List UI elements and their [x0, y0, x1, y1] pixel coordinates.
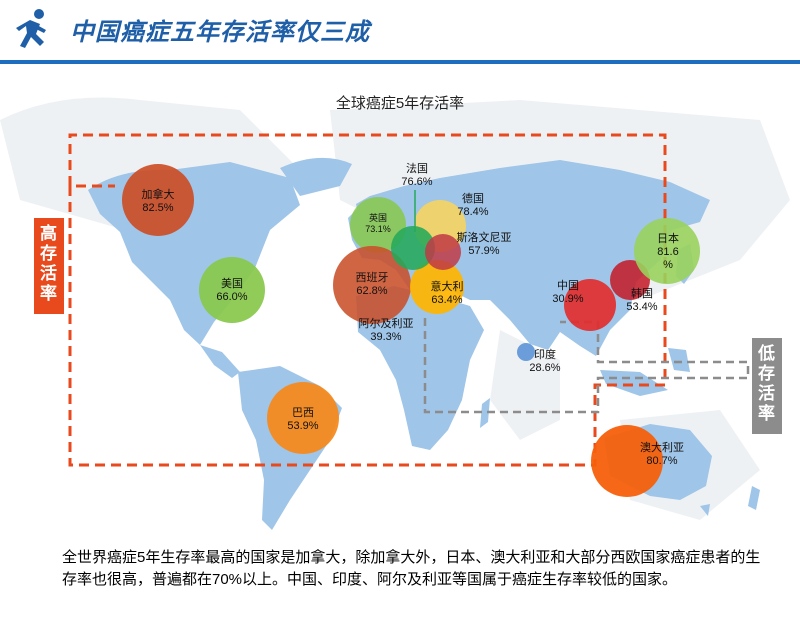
high-survival-label: 高存活率: [40, 224, 58, 303]
label-korea: 韩国 53.4%: [626, 288, 658, 313]
label-italy: 意大利 63.4%: [430, 281, 464, 306]
map-title: 全球癌症5年存活率: [335, 95, 465, 112]
label-uk: 英国 73.1%: [365, 213, 391, 234]
bubble-uk: [350, 197, 406, 253]
north-america-landmass: [88, 162, 300, 345]
label-india: 印度 28.6%: [529, 349, 561, 374]
bubble-japan: [634, 218, 700, 284]
title-underline: [0, 60, 800, 64]
label-japan: 日本 81.6 %: [657, 233, 679, 271]
bubble-china: [564, 279, 616, 331]
label-algeria: 阿尔及利亚 39.3%: [358, 318, 414, 343]
summary-caption: 全世界癌症5年生存率最高的国家是加拿大，除加拿大外，日本、澳大利亚和大部分西欧国…: [62, 549, 761, 588]
slide-header: 中国癌症五年存活率仅三成: [0, 0, 800, 68]
label-brazil: 巴西 53.9%: [287, 407, 319, 432]
bubble-spain: [333, 246, 411, 324]
bubble-italy: [410, 260, 464, 314]
label-china: 中国 30.9%: [552, 280, 584, 305]
bubble-korea: [610, 260, 650, 300]
bubble-usa: [199, 257, 265, 323]
high-survival-region-box: [68, 133, 667, 467]
bubble-brazil: [267, 382, 339, 454]
label-usa: 美国 66.0%: [216, 278, 248, 303]
low-survival-region-box: [423, 318, 750, 414]
africa-landmass: [356, 286, 484, 450]
label-canada: 加拿大 82.5%: [141, 189, 175, 214]
slide-title: 中国癌症五年存活率仅三成: [70, 19, 370, 46]
label-slovenia: 斯洛文尼亚 57.9%: [456, 232, 512, 257]
bubble-india: [517, 343, 535, 361]
bubble-australia: [591, 425, 663, 497]
label-germany: 德国 78.4%: [457, 193, 489, 218]
label-australia: 澳大利亚 80.7%: [640, 442, 684, 467]
label-spain: 西班牙 62.8%: [355, 272, 389, 297]
low-survival-label-box: [752, 338, 782, 434]
running-person-icon: [16, 9, 46, 48]
high-survival-label-box: [34, 218, 64, 314]
world-map: [0, 97, 790, 530]
bubble-canada: [122, 164, 194, 236]
label-france: 法国 76.6%: [401, 163, 433, 188]
bubble-france: [391, 226, 435, 270]
low-survival-label: 低存活率: [758, 344, 776, 423]
bubble-slovenia: [425, 234, 461, 270]
